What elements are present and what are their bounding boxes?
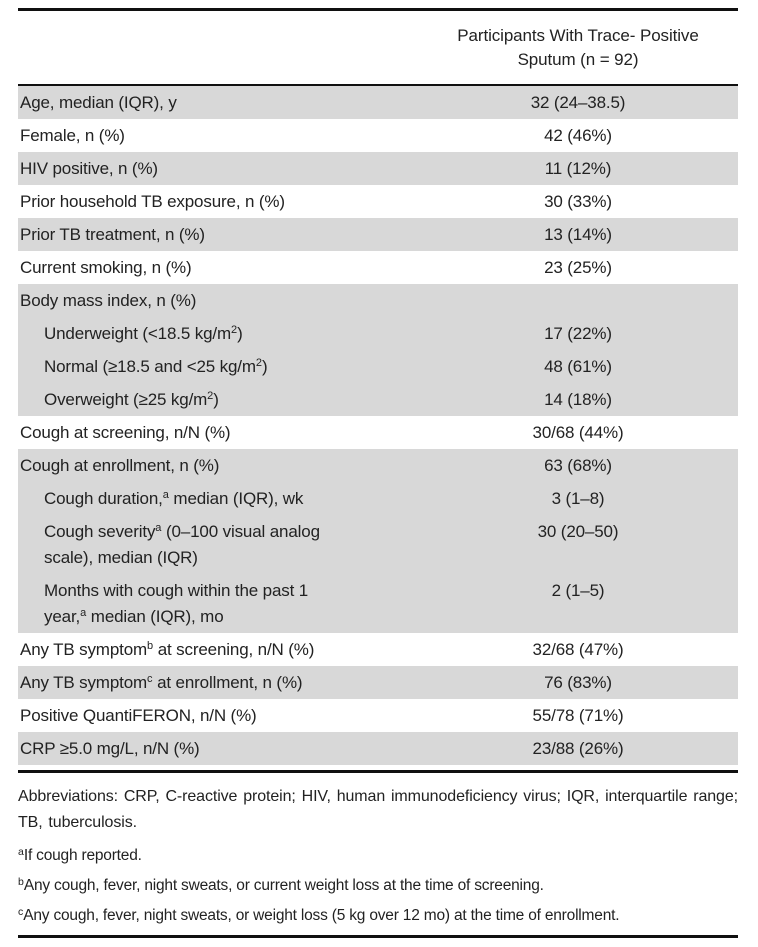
superscript: a <box>162 488 169 501</box>
header-rule <box>18 84 738 86</box>
footnote: aIf cough reported. <box>18 846 142 864</box>
table-row: Age, median (IQR), y 32 (24–38.5) <box>18 86 738 119</box>
row-value: 3 (1–8) <box>551 488 605 508</box>
table-row: Prior TB treatment, n (%) 13 (14%) <box>18 218 738 251</box>
table-header: Participants With Trace- Positive Sputum… <box>18 11 738 84</box>
row-value: 14 (18%) <box>544 389 612 409</box>
row-value: 55/78 (71%) <box>532 705 624 725</box>
footnote: cAny cough, fever, night sweats, or weig… <box>18 906 620 924</box>
table-row: Positive QuantiFERON, n/N (%) 55/78 (71%) <box>18 699 738 732</box>
footnote-marker: a <box>18 846 24 858</box>
superscript: b <box>147 639 154 652</box>
column-header: Participants With Trace- Positive Sputum… <box>418 11 738 84</box>
row-value: 32/68 (47%) <box>532 639 624 659</box>
table-row: Normal (≥18.5 and <25 kg/m2) 48 (61%) <box>18 350 738 383</box>
table-row: Cough duration,a median (IQR), wk 3 (1–8) <box>18 482 738 515</box>
table-row: Any TB symptomb at screening, n/N (%) 32/… <box>18 633 738 666</box>
footnote: bAny cough, fever, night sweats, or curr… <box>18 876 544 894</box>
table-row: HIV positive, n (%) 11 (12%) <box>18 152 738 185</box>
row-label: Age, median (IQR), y <box>20 92 177 112</box>
row-label: HIV positive, n (%) <box>20 158 158 178</box>
footnotes: aIf cough reported. bAny cough, fever, ni… <box>18 845 738 926</box>
column-header-line1: Participants With Trace- Positive <box>457 26 699 45</box>
row-label: Cough severitya (0–100 visual analog scal… <box>44 521 320 567</box>
abbreviations-note: Abbreviations: CRP, C-reactive protein; … <box>18 788 738 831</box>
table-row: Underweight (<18.5 kg/m2) 17 (22%) <box>18 317 738 350</box>
footnote-marker: c <box>18 906 24 918</box>
row-value: 48 (61%) <box>544 356 612 376</box>
table-row: Female, n (%) 42 (46%) <box>18 119 738 152</box>
row-label: CRP ≥5.0 mg/L, n/N (%) <box>20 738 200 758</box>
row-value: 30/68 (44%) <box>532 422 624 442</box>
row-label: Any TB symptomc at enrollment, n (%) <box>20 672 303 692</box>
superscript: 2 <box>230 323 238 336</box>
row-label: Months with cough within the past 1 year,… <box>44 580 309 626</box>
row-value: 23 (25%) <box>544 257 612 277</box>
row-value: 13 (14%) <box>544 224 612 244</box>
table-row: Cough severitya (0–100 visual analog scal… <box>18 515 738 574</box>
row-label: Normal (≥18.5 and <25 kg/m2) <box>44 356 268 376</box>
row-value: 42 (46%) <box>544 125 612 145</box>
row-label: Cough duration,a median (IQR), wk <box>44 488 304 508</box>
superscript: 2 <box>207 389 214 402</box>
row-value: 23/88 (26%) <box>532 738 624 758</box>
row-label: Current smoking, n (%) <box>20 257 192 277</box>
table-row: Body mass index, n (%) <box>18 284 738 317</box>
row-label: Cough at screening, n/N (%) <box>20 422 231 442</box>
table-row: Prior household TB exposure, n (%) 30 (33… <box>18 185 738 218</box>
superscript: a <box>155 521 162 534</box>
row-value: 2 (1–5) <box>551 580 605 600</box>
row-value: 11 (12%) <box>544 158 612 178</box>
table-body: Age, median (IQR), y 32 (24–38.5) Female, … <box>18 86 738 765</box>
row-value: 63 (68%) <box>544 455 612 475</box>
table-bottom-rule <box>18 770 738 773</box>
row-value: 30 (20–50) <box>537 521 619 541</box>
row-label: Prior household TB exposure, n (%) <box>20 191 285 211</box>
row-label: Positive QuantiFERON, n/N (%) <box>20 705 257 725</box>
column-header-line2: Sputum (n = 92) <box>517 50 639 69</box>
row-label: Underweight (<18.5 kg/m2) <box>44 323 243 343</box>
bottom-rule <box>18 935 738 938</box>
table-row: Cough at enrollment, n (%) 63 (68%) <box>18 449 738 482</box>
table-row: Current smoking, n (%) 23 (25%) <box>18 251 738 284</box>
table-row: CRP ≥5.0 mg/L, n/N (%) 23/88 (26%) <box>18 732 738 765</box>
row-label: Female, n (%) <box>20 125 125 145</box>
footnote-marker: b <box>18 876 24 888</box>
table-row: Cough at screening, n/N (%) 30/68 (44%) <box>18 416 738 449</box>
row-label: Body mass index, n (%) <box>20 290 197 310</box>
row-value: 32 (24–38.5) <box>530 92 626 112</box>
row-label: Prior TB treatment, n (%) <box>20 224 205 244</box>
superscript: a <box>80 606 87 619</box>
row-label: Any TB symptomb at screening, n/N (%) <box>20 639 315 659</box>
row-label: Overweight (≥25 kg/m2) <box>44 389 219 409</box>
table-row: Months with cough within the past 1 year,… <box>18 574 738 633</box>
row-label: Cough at enrollment, n (%) <box>20 455 220 475</box>
row-value: 30 (33%) <box>544 191 612 211</box>
superscript: 2 <box>255 356 263 369</box>
row-value: 17 (22%) <box>544 323 612 343</box>
row-value: 76 (83%) <box>544 672 612 692</box>
table-row: Overweight (≥25 kg/m2) 14 (18%) <box>18 383 738 416</box>
top-rule <box>18 8 738 11</box>
superscript: c <box>147 672 153 685</box>
table-row: Any TB symptomc at enrollment, n (%) 76 (… <box>18 666 738 699</box>
